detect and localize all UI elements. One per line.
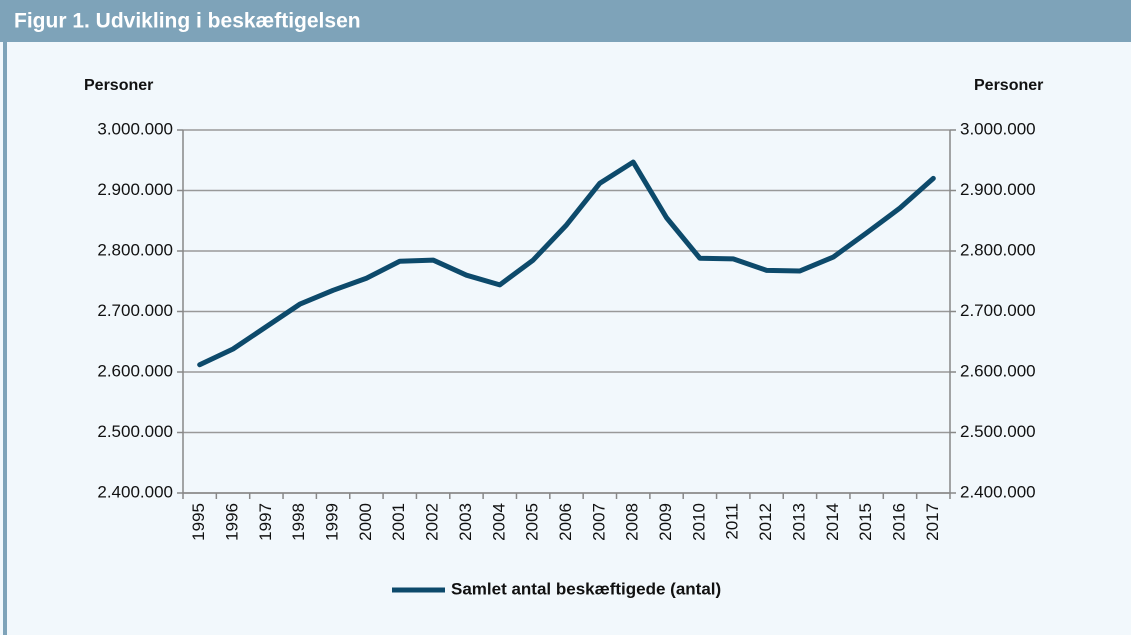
x-tick-label: 2003 bbox=[456, 503, 475, 541]
x-tick-label: 1995 bbox=[189, 503, 208, 541]
x-tick-label: 2014 bbox=[823, 503, 842, 541]
y-tick-label: 2.400.000 bbox=[97, 482, 173, 501]
y-tick-label: 3.000.000 bbox=[97, 119, 173, 138]
y2-tick-label: 2.600.000 bbox=[960, 361, 1036, 380]
y2-tick-label: 2.700.000 bbox=[960, 301, 1036, 320]
legend-label: Samlet antal beskæftigede (antal) bbox=[451, 579, 721, 598]
y-axis-title: Personer bbox=[84, 77, 153, 94]
y2-tick-label: 2.400.000 bbox=[960, 482, 1036, 501]
x-tick-label: 2008 bbox=[623, 503, 642, 541]
data-line bbox=[197, 159, 936, 368]
y2-axis-title: Personer bbox=[974, 77, 1043, 94]
y-tick-label: 2.800.000 bbox=[97, 240, 173, 259]
y-tick-label: 2.500.000 bbox=[97, 422, 173, 441]
x-tick-label: 2006 bbox=[556, 503, 575, 541]
x-tick-label: 1996 bbox=[223, 503, 242, 541]
x-tick-label: 2002 bbox=[423, 503, 442, 541]
left-border bbox=[3, 42, 7, 635]
x-tick-label: 2001 bbox=[389, 503, 408, 541]
x-tick-label: 2010 bbox=[689, 503, 708, 541]
y2-tick-label: 2.900.000 bbox=[960, 180, 1036, 199]
x-tick-label: 2000 bbox=[356, 503, 375, 541]
x-tick-label: 1997 bbox=[256, 503, 275, 541]
x-tick-label: 1999 bbox=[323, 503, 342, 541]
x-tick-label: 2005 bbox=[523, 503, 542, 541]
y-tick-label: 2.600.000 bbox=[97, 361, 173, 380]
x-tick-label: 2012 bbox=[756, 503, 775, 541]
x-tick-label: 2007 bbox=[589, 503, 608, 541]
x-tick-label: 2009 bbox=[656, 503, 675, 541]
x-tick-label: 2016 bbox=[889, 503, 908, 541]
y2-tick-label: 2.500.000 bbox=[960, 422, 1036, 441]
x-tick-label: 2011 bbox=[723, 503, 742, 540]
header-bar bbox=[0, 0, 1131, 42]
y-tick-label: 2.700.000 bbox=[97, 301, 173, 320]
x-tick-label: 1998 bbox=[289, 503, 308, 541]
y2-tick-label: 3.000.000 bbox=[960, 119, 1036, 138]
y2-tick-label: 2.800.000 bbox=[960, 240, 1036, 259]
x-tick-label: 2015 bbox=[856, 503, 875, 541]
y-tick-label: 2.900.000 bbox=[97, 180, 173, 199]
x-tick-label: 2004 bbox=[489, 503, 508, 541]
chart-title: Figur 1. Udvikling i beskæftigelsen bbox=[14, 10, 361, 33]
x-tick-label: 2017 bbox=[923, 503, 942, 541]
x-tick-label: 2013 bbox=[789, 503, 808, 541]
